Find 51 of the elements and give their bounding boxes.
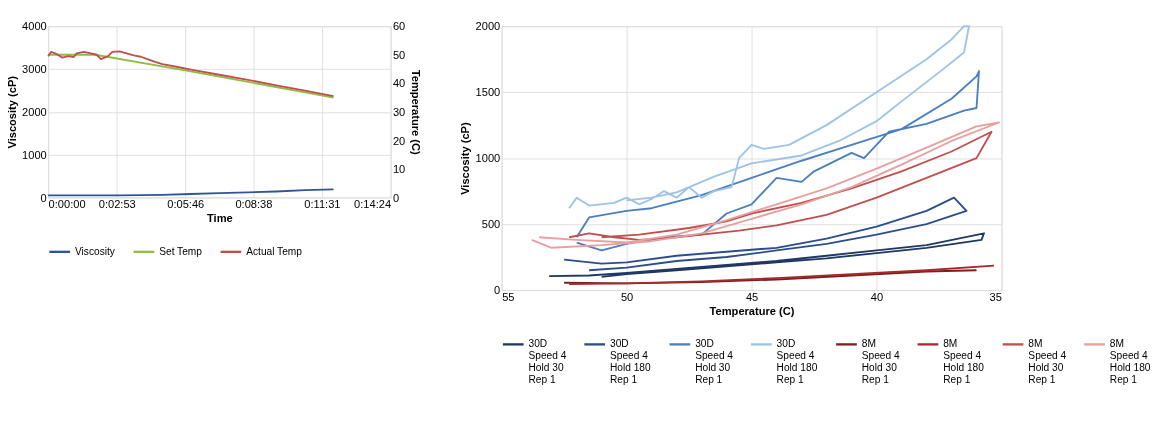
y2-tick-label: 40 [392, 77, 406, 90]
x-tick-label: 50 [620, 290, 634, 303]
y2-tick-label: 50 [392, 48, 406, 61]
x-tick-label: 0:05:46 [167, 198, 205, 211]
y-tick-label: 500 [481, 218, 501, 231]
y-tick-label: 0 [40, 191, 47, 204]
x-tick-label: 40 [870, 290, 884, 303]
legend-label: 30D Speed 4 Hold 30 Rep 1 [528, 338, 567, 386]
y2-tick-label: 20 [392, 134, 406, 147]
y-tick-label: 2000 [475, 20, 501, 33]
legend-label: Actual Temp [246, 245, 303, 257]
y2-tick-label: 30 [392, 105, 406, 118]
y-tick-label: 1500 [475, 86, 501, 99]
legend-label: 8M Speed 4 Hold 30 Rep 1 [1028, 338, 1067, 386]
y-axis-title: Viscosity (cP) [459, 121, 472, 195]
x-axis-title: Temperature (C) [709, 304, 795, 317]
line-series [530, 121, 1000, 249]
line-series [568, 25, 970, 210]
y-tick-label: 0 [494, 284, 501, 297]
line-series [575, 70, 980, 252]
line-series [568, 264, 995, 285]
y-axis-title: Viscosity (cP) [5, 75, 18, 149]
line-series [563, 196, 968, 272]
x-axis-title: Time [206, 211, 233, 224]
y-tick-label: 3000 [22, 63, 47, 76]
legend-label: Viscosity [74, 245, 116, 257]
y-tick-label: 1000 [475, 152, 501, 165]
y-tick-label: 1000 [22, 148, 47, 161]
legend-label: 8M Speed 4 Hold 180 Rep 1 [943, 338, 985, 386]
x-tick-label: 0:02:53 [98, 198, 136, 211]
legend-label: Set Temp [159, 245, 203, 257]
x-tick-label: 0:14:24 [354, 198, 392, 211]
x-tick-label: 55 [502, 290, 515, 303]
y2-tick-label: 60 [392, 20, 406, 33]
y2-tick-label: 0 [392, 191, 400, 204]
x-tick-label: 0:00:00 [48, 198, 86, 211]
legend-label: 30D Speed 4 Hold 30 Rep 1 [695, 338, 734, 386]
y2-axis-title: Temperature (C) [409, 69, 422, 156]
line-series [548, 232, 985, 278]
legend-label: 30D Speed 4 Hold 180 Rep 1 [776, 338, 818, 386]
x-tick-label: 35 [989, 290, 1002, 303]
legend-label: 8M Speed 4 Hold 30 Rep 1 [861, 338, 900, 386]
x-tick-label: 0:08:38 [235, 198, 273, 211]
line-series [568, 130, 993, 241]
y-tick-label: 2000 [22, 105, 47, 118]
x-tick-label: 45 [745, 290, 759, 303]
legend-label: 8M Speed 4 Hold 180 Rep 1 [1109, 338, 1151, 386]
x-tick-label: 0:11:31 [304, 198, 341, 211]
legend-label: 30D Speed 4 Hold 180 Rep 1 [609, 338, 652, 386]
y-tick-label: 4000 [22, 20, 47, 33]
y2-tick-label: 10 [392, 163, 406, 176]
